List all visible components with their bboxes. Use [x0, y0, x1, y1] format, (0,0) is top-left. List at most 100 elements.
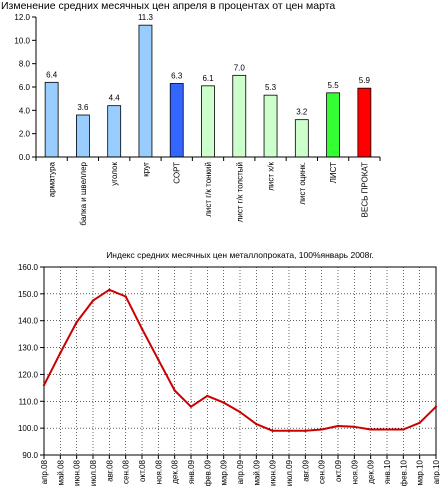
bar	[294, 119, 309, 158]
y-tick-label: 120.0	[18, 370, 39, 379]
data-point	[287, 429, 291, 433]
x-tick-label: ноя.09	[350, 459, 359, 484]
data-point	[108, 288, 111, 292]
data-point	[385, 428, 389, 431]
bar-value-label: 7.0	[234, 63, 246, 72]
y-tick-label: 8.0	[19, 60, 31, 69]
x-tick-label: лист оцинк.	[298, 162, 307, 205]
y-tick-label: 2.0	[19, 130, 31, 139]
data-point	[124, 295, 127, 298]
y-tick-label: 150.0	[18, 290, 39, 299]
y-tick-label: 0.0	[19, 153, 31, 162]
data-point	[418, 421, 421, 424]
line-chart-svg: Индекс средних месячных цен металлопрока…	[18, 250, 440, 486]
data-point	[59, 351, 62, 355]
x-tick-label: арматура	[48, 161, 57, 197]
x-tick-label: СОРТ	[173, 162, 182, 184]
x-tick-label: май.09	[252, 459, 261, 485]
y-tick-label: 110.0	[19, 397, 39, 406]
x-tick-label: янв.09	[187, 459, 196, 484]
x-tick-label: янв.10	[383, 459, 392, 484]
x-tick-label: июн.08	[73, 459, 82, 486]
y-tick-label: 130.0	[18, 344, 39, 353]
data-point	[222, 401, 225, 404]
x-tick-label: авг.08	[105, 459, 114, 481]
x-tick-label: ЛИСТ	[329, 162, 338, 184]
x-tick-label: апр.08	[40, 459, 49, 484]
data-point	[271, 429, 274, 433]
bar	[357, 87, 372, 158]
bar	[44, 81, 59, 158]
y-tick-label: 12.0	[14, 13, 30, 22]
data-point	[304, 429, 307, 433]
y-tick-label: 100.0	[18, 424, 39, 433]
x-tick-label: мар.09	[220, 459, 229, 485]
data-point	[402, 428, 405, 431]
x-tick-label: апр.09	[236, 459, 245, 484]
bar-value-label: 3.2	[296, 108, 308, 117]
bar-value-label: 6.1	[202, 74, 214, 83]
bar	[326, 92, 340, 158]
data-point	[189, 405, 193, 408]
data-point	[42, 383, 46, 387]
bar-chart-svg: Изменение средних месячных цен апреля в …	[1, 0, 381, 226]
x-tick-label: фев.10	[399, 459, 408, 486]
data-point	[255, 422, 258, 426]
x-tick-label: май.08	[56, 459, 65, 485]
x-tick-label: сен.09	[318, 459, 327, 484]
data-point	[353, 425, 356, 428]
data-point	[173, 389, 176, 392]
x-tick-label: лист г/к толстый	[235, 162, 244, 222]
x-tick-label: июл.09	[285, 459, 294, 486]
y-tick-label: 160.0	[18, 263, 39, 272]
data-point	[369, 428, 372, 431]
bar	[107, 105, 122, 158]
y-tick-label: 10.0	[14, 36, 30, 45]
bar-value-label: 3.6	[77, 103, 89, 112]
y-tick-label: 140.0	[18, 317, 39, 326]
x-tick-label: мар.10	[416, 459, 425, 485]
data-point	[434, 405, 438, 408]
bar-value-label: 5.5	[328, 81, 340, 90]
x-tick-label: авг.09	[301, 459, 310, 481]
data-point	[320, 428, 323, 431]
data-point	[91, 299, 95, 302]
bar-value-label: 5.3	[265, 83, 277, 92]
x-tick-label: балка и швеллер	[79, 161, 88, 225]
line-chart: Индекс средних месячных цен металлопрока…	[0, 248, 440, 499]
bar-value-label: 6.3	[171, 72, 183, 81]
bar-value-label: 4.4	[109, 94, 121, 103]
y-tick-label: 90.0	[22, 451, 38, 460]
x-tick-label: дек.08	[171, 459, 180, 483]
chart-title: Индекс средних месячных цен металлопрока…	[106, 250, 374, 260]
bar	[169, 83, 184, 158]
x-tick-label: круг	[141, 162, 150, 177]
data-point	[336, 424, 340, 428]
x-tick-label: сен.08	[122, 459, 131, 484]
x-tick-label: окт.09	[334, 459, 343, 481]
x-tick-label: лист х/к	[267, 162, 276, 191]
bar-value-label: 5.9	[359, 76, 371, 85]
bar-chart: Изменение средних месячных цен апреля в …	[0, 0, 440, 248]
x-tick-label: окт.08	[138, 459, 147, 481]
bar	[263, 94, 278, 158]
bar	[76, 114, 90, 158]
x-tick-label: лист г/к тонкий	[204, 162, 213, 217]
bar	[138, 24, 153, 158]
bar	[201, 85, 215, 158]
x-tick-label: ноя.08	[154, 459, 163, 484]
bar	[232, 74, 247, 158]
x-tick-label: дек.09	[367, 459, 376, 483]
x-tick-label: июн.09	[269, 459, 278, 486]
data-point	[206, 394, 209, 398]
y-tick-label: 6.0	[19, 83, 31, 92]
data-point	[75, 320, 78, 324]
data-point	[140, 327, 144, 330]
y-tick-label: 4.0	[19, 106, 31, 115]
x-tick-label: июл.08	[89, 459, 98, 486]
x-tick-label: ВЕСЬ ПРОКАТ	[360, 162, 369, 217]
bar-value-label: 6.4	[46, 70, 58, 79]
x-tick-label: фев.09	[203, 459, 212, 486]
data-point	[157, 358, 160, 361]
chart-title: Изменение средних месячных цен апреля в …	[1, 0, 335, 12]
